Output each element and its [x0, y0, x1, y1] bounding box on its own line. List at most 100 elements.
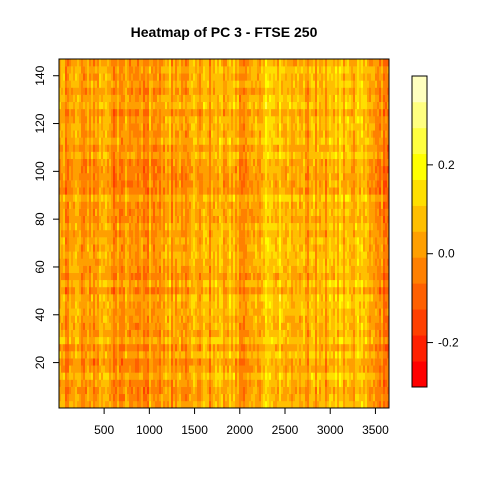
heatmap-cell: [261, 94, 264, 103]
heatmap-cell: [113, 222, 116, 231]
heatmap-cell: [249, 108, 252, 117]
heatmap-cell: [99, 379, 102, 387]
heatmap-cell: [109, 158, 112, 167]
heatmap-cell: [121, 272, 124, 281]
heatmap-cell: [133, 59, 136, 67]
heatmap-cell: [187, 365, 190, 373]
heatmap-cell: [211, 336, 214, 345]
heatmap-cell: [71, 258, 74, 266]
heatmap-cell: [151, 336, 154, 345]
heatmap-cell: [141, 137, 144, 145]
heatmap-cell: [113, 379, 116, 387]
heatmap-cell: [127, 286, 130, 295]
heatmap-cell: [201, 393, 204, 402]
heatmap-cell: [237, 351, 240, 359]
heatmap-cell: [185, 244, 188, 252]
heatmap-cell: [249, 258, 252, 266]
heatmap-cell: [257, 201, 260, 209]
heatmap-cell: [221, 165, 224, 174]
heatmap-cell: [201, 372, 204, 380]
heatmap-cell: [211, 393, 214, 402]
heatmap-cell: [139, 172, 142, 181]
heatmap-cell: [193, 237, 196, 245]
heatmap-cell: [141, 222, 144, 231]
heatmap-cell: [113, 172, 116, 181]
heatmap-cell: [95, 258, 98, 266]
heatmap-cell: [133, 66, 136, 74]
heatmap-cell: [223, 322, 226, 330]
heatmap-cell: [167, 251, 170, 259]
heatmap-cell: [255, 73, 258, 81]
heatmap-cell: [107, 172, 110, 181]
heatmap-cell: [125, 251, 128, 259]
heatmap-cell: [245, 180, 248, 188]
heatmap-cell: [93, 308, 96, 316]
heatmap-cell: [83, 137, 86, 145]
heatmap-cell: [79, 165, 82, 174]
heatmap-cell: [181, 151, 184, 160]
heatmap-cell: [259, 187, 262, 195]
heatmap-cell: [189, 208, 192, 216]
heatmap-cell: [161, 215, 164, 224]
heatmap-cell: [135, 279, 138, 288]
heatmap-cell: [173, 66, 176, 74]
heatmap-cell: [257, 308, 260, 316]
heatmap-cell: [137, 151, 140, 160]
heatmap-cell: [85, 215, 88, 224]
heatmap-cell: [183, 165, 186, 174]
heatmap-cell: [227, 400, 230, 409]
heatmap-cell: [71, 237, 74, 245]
heatmap-cell: [131, 180, 134, 188]
heatmap-cell: [185, 322, 188, 330]
heatmap-cell: [153, 187, 156, 195]
heatmap-cell: [221, 372, 224, 380]
heatmap-cell: [147, 208, 150, 216]
heatmap-cell: [109, 130, 112, 138]
heatmap-cell: [249, 215, 252, 224]
heatmap-cell: [135, 215, 138, 224]
heatmap-cell: [183, 301, 186, 309]
heatmap-cell: [193, 301, 196, 309]
heatmap-cell: [245, 386, 248, 395]
heatmap-cell: [161, 358, 164, 366]
heatmap-cell: [151, 343, 154, 352]
heatmap-cell: [107, 372, 110, 380]
heatmap-cell: [121, 386, 124, 395]
heatmap-cell: [229, 187, 232, 195]
heatmap-cell: [79, 87, 82, 95]
heatmap-cell: [161, 286, 164, 295]
heatmap-cell: [159, 180, 162, 188]
heatmap-cell: [123, 222, 126, 231]
heatmap-cell: [71, 180, 74, 188]
heatmap-cell: [233, 115, 236, 124]
heatmap-cell: [167, 343, 170, 352]
heatmap-cell: [101, 123, 104, 131]
heatmap-cell: [107, 351, 110, 359]
heatmap-cell: [171, 365, 174, 373]
heatmap-cell: [119, 393, 122, 402]
heatmap-cell: [81, 237, 84, 245]
heatmap-cell: [105, 265, 108, 273]
heatmap-cell: [107, 59, 110, 67]
heatmap-cell: [251, 315, 254, 323]
heatmap-cell: [131, 66, 134, 74]
chart-title: Heatmap of PC 3 - FTSE 250: [131, 24, 318, 40]
heatmap-cell: [197, 194, 200, 202]
heatmap-cell: [159, 208, 162, 216]
heatmap-cell: [215, 351, 218, 359]
heatmap-cell: [195, 165, 198, 174]
heatmap-cell: [175, 343, 178, 352]
heatmap-cell: [261, 66, 264, 74]
heatmap-cell: [239, 393, 242, 402]
heatmap-cell: [257, 286, 260, 295]
heatmap-cell: [169, 66, 172, 74]
heatmap-cell: [117, 322, 120, 330]
heatmap-cell: [257, 208, 260, 216]
heatmap-cell: [135, 144, 138, 152]
heatmap-cell: [165, 343, 168, 352]
heatmap-cell: [211, 94, 214, 103]
heatmap-cell: [95, 358, 98, 366]
heatmap-cell: [195, 229, 198, 238]
heatmap-cell: [215, 301, 218, 309]
heatmap-cell: [67, 130, 70, 138]
